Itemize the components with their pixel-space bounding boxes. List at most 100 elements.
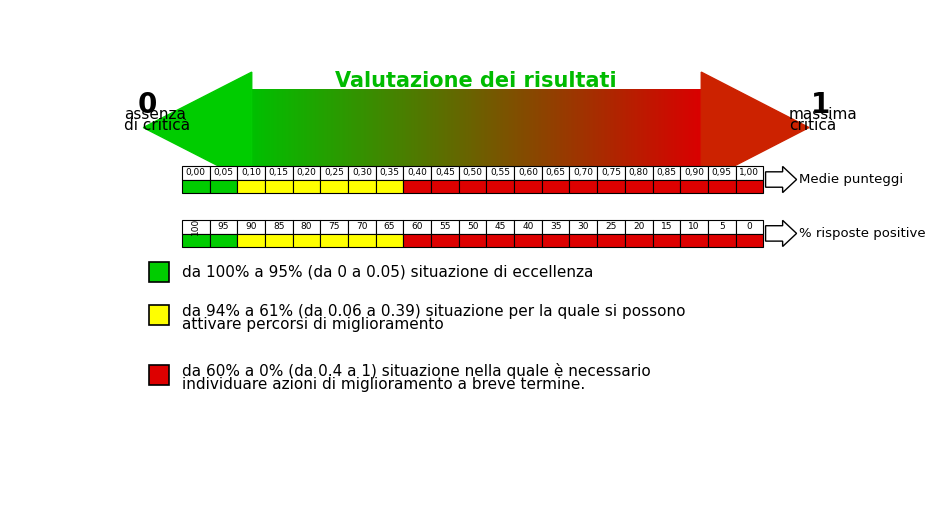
- Bar: [572, 89, 574, 166]
- Bar: [486, 220, 513, 234]
- Bar: [535, 89, 536, 166]
- Bar: [496, 89, 497, 166]
- Bar: [344, 89, 346, 166]
- Text: 0: 0: [137, 90, 157, 119]
- Bar: [513, 89, 516, 166]
- Bar: [675, 89, 677, 166]
- Bar: [342, 89, 345, 166]
- Bar: [509, 89, 511, 166]
- Bar: [292, 220, 320, 234]
- Bar: [494, 89, 496, 166]
- Bar: [328, 89, 330, 166]
- Text: da 60% a 0% (da 0.4 a 1) situazione nella quale è necessario: da 60% a 0% (da 0.4 a 1) situazione nell…: [182, 363, 650, 379]
- Bar: [651, 234, 679, 247]
- Bar: [148, 365, 169, 385]
- Text: 0,10: 0,10: [241, 169, 261, 177]
- Bar: [432, 89, 433, 166]
- Bar: [639, 89, 641, 166]
- Bar: [266, 89, 269, 166]
- Text: assenza: assenza: [123, 107, 186, 122]
- Bar: [401, 89, 404, 166]
- Bar: [385, 89, 387, 166]
- Bar: [545, 89, 548, 166]
- Bar: [597, 220, 625, 234]
- Bar: [374, 89, 377, 166]
- Bar: [455, 89, 458, 166]
- Bar: [454, 89, 456, 166]
- Bar: [547, 89, 548, 166]
- Text: 45: 45: [494, 222, 506, 231]
- Bar: [371, 89, 373, 166]
- Bar: [625, 220, 651, 234]
- Bar: [684, 89, 687, 166]
- Bar: [597, 180, 625, 193]
- Bar: [364, 89, 366, 166]
- Bar: [257, 89, 260, 166]
- Bar: [623, 89, 625, 166]
- Bar: [659, 89, 661, 166]
- Bar: [620, 89, 622, 166]
- Bar: [548, 89, 550, 166]
- Bar: [389, 89, 392, 166]
- Bar: [612, 89, 614, 166]
- Bar: [432, 89, 435, 166]
- Bar: [373, 89, 375, 166]
- Bar: [337, 89, 339, 166]
- Bar: [420, 89, 423, 166]
- Bar: [325, 89, 327, 166]
- Polygon shape: [765, 220, 795, 246]
- Text: 10: 10: [688, 222, 699, 231]
- Bar: [552, 89, 555, 166]
- Bar: [379, 89, 381, 166]
- Bar: [237, 220, 264, 234]
- Bar: [735, 220, 763, 234]
- Bar: [284, 89, 287, 166]
- Bar: [467, 89, 470, 166]
- Bar: [332, 89, 335, 166]
- Bar: [182, 166, 210, 180]
- Bar: [210, 234, 237, 247]
- Bar: [458, 234, 486, 247]
- Bar: [320, 89, 323, 166]
- Bar: [540, 89, 543, 166]
- Bar: [431, 166, 458, 180]
- Bar: [524, 89, 526, 166]
- Bar: [388, 89, 390, 166]
- Text: 80: 80: [301, 222, 312, 231]
- Bar: [605, 89, 607, 166]
- Bar: [648, 89, 651, 166]
- Bar: [281, 89, 284, 166]
- Bar: [560, 89, 562, 166]
- Bar: [375, 234, 403, 247]
- Bar: [651, 180, 679, 193]
- Bar: [308, 89, 311, 166]
- Text: 0,80: 0,80: [628, 169, 648, 177]
- Polygon shape: [701, 72, 808, 183]
- Bar: [679, 89, 682, 166]
- Bar: [689, 89, 690, 166]
- Bar: [488, 89, 490, 166]
- Bar: [350, 89, 353, 166]
- Bar: [268, 89, 270, 166]
- Bar: [613, 89, 616, 166]
- Bar: [662, 89, 664, 166]
- Text: Medie punteggi: Medie punteggi: [798, 173, 902, 186]
- Bar: [679, 234, 707, 247]
- Bar: [541, 166, 569, 180]
- Bar: [375, 166, 403, 180]
- Bar: [403, 166, 431, 180]
- Bar: [403, 234, 431, 247]
- Bar: [513, 220, 541, 234]
- Bar: [569, 220, 597, 234]
- Bar: [237, 166, 264, 180]
- Bar: [630, 89, 632, 166]
- Text: 60: 60: [411, 222, 422, 231]
- Bar: [491, 89, 493, 166]
- Bar: [471, 89, 474, 166]
- Bar: [647, 89, 649, 166]
- Bar: [452, 89, 455, 166]
- Bar: [416, 89, 419, 166]
- Bar: [461, 89, 463, 166]
- Bar: [516, 89, 519, 166]
- Bar: [366, 89, 367, 166]
